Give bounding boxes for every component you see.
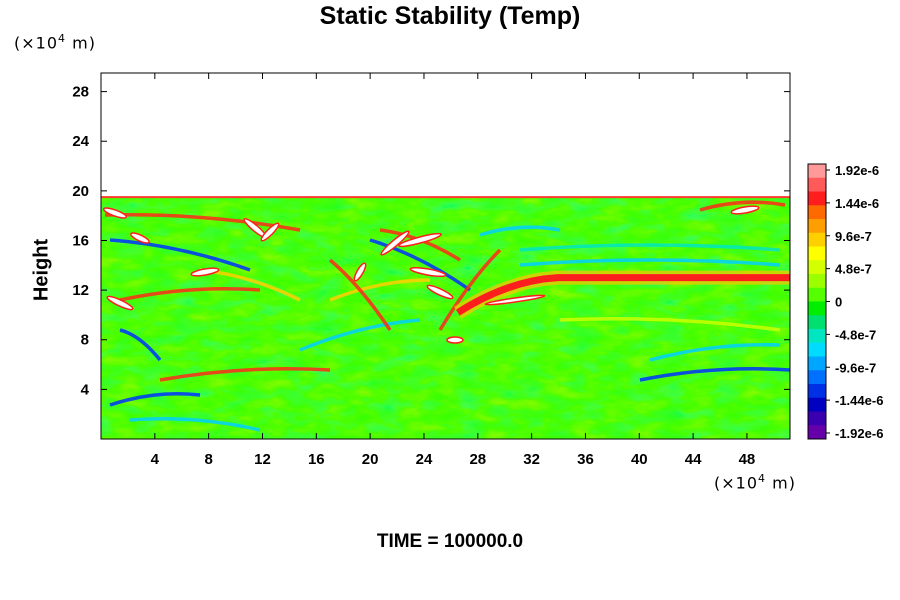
colorbar-swatch bbox=[808, 425, 826, 440]
colorbar-swatch bbox=[808, 164, 826, 179]
colorbar-swatch bbox=[808, 370, 826, 385]
x-tick-label: 16 bbox=[308, 451, 325, 468]
colorbar-label: 1.44e-6 bbox=[835, 196, 879, 211]
field-filament bbox=[649, 342, 781, 362]
colorbar-swatch bbox=[808, 287, 826, 302]
high-value-pocket bbox=[380, 230, 410, 256]
colorbar-swatch bbox=[808, 205, 826, 220]
x-tick-label: 4 bbox=[151, 451, 160, 468]
x-tick-label: 28 bbox=[469, 451, 486, 468]
y-tick-label: 12 bbox=[72, 282, 89, 299]
colorbar-label: 4.8e-7 bbox=[835, 262, 872, 277]
field-filament bbox=[438, 248, 502, 331]
high-value-pocket bbox=[353, 262, 367, 282]
colorbar-swatch bbox=[808, 315, 826, 330]
colorbar-label: -9.6e-7 bbox=[835, 360, 876, 375]
colorbar-swatch bbox=[808, 301, 826, 316]
x-tick-label: 48 bbox=[739, 451, 756, 468]
y-tick-label: 28 bbox=[72, 84, 89, 101]
x-axis-unit: (×104 m) bbox=[714, 472, 796, 493]
x-tick-label: 12 bbox=[254, 451, 271, 468]
field-filament bbox=[159, 367, 331, 382]
high-value-pocket bbox=[260, 222, 280, 242]
y-tick-label: 20 bbox=[72, 183, 89, 200]
field-filament bbox=[109, 238, 251, 272]
y-tick-label: 4 bbox=[81, 381, 90, 398]
x-tick-label: 8 bbox=[204, 451, 212, 468]
plot-frame bbox=[100, 72, 791, 440]
x-tick-label: 40 bbox=[631, 451, 648, 468]
field-filament bbox=[328, 258, 392, 331]
colorbar-swatch bbox=[808, 384, 826, 399]
colorbar-swatch bbox=[808, 274, 826, 289]
high-value-pocket bbox=[730, 205, 760, 215]
stability-layer bbox=[455, 274, 790, 316]
field-filament bbox=[119, 287, 261, 302]
colorbar-swatch bbox=[808, 329, 826, 344]
colorbar-swatch bbox=[808, 232, 826, 247]
field-filament bbox=[129, 417, 261, 432]
field-filament bbox=[519, 243, 781, 252]
field-filament bbox=[369, 238, 472, 292]
colorbar-swatch bbox=[808, 246, 826, 261]
field-filament bbox=[519, 258, 781, 267]
colorbar-label: -1.44e-6 bbox=[835, 393, 883, 408]
chart-title: Static Stability (Temp) bbox=[319, 2, 581, 30]
y-tick-label: 8 bbox=[81, 332, 89, 349]
colorbar-label: 0 bbox=[835, 295, 842, 310]
field-filament bbox=[329, 278, 431, 302]
colorbar-swatch bbox=[808, 219, 826, 234]
field-filament bbox=[119, 328, 162, 362]
x-tick-label: 36 bbox=[577, 451, 594, 468]
x-tick-label: 20 bbox=[362, 451, 379, 468]
y-tick-label: 16 bbox=[72, 232, 89, 249]
colorbar-label: -1.92e-6 bbox=[835, 426, 883, 441]
field-filament bbox=[639, 367, 790, 382]
colorbar-swatch bbox=[808, 356, 826, 371]
high-value-pocket bbox=[426, 284, 454, 300]
field-filament bbox=[559, 317, 781, 332]
high-value-pocket bbox=[106, 295, 134, 311]
high-value-pocket bbox=[446, 336, 464, 344]
x-tick-label: 32 bbox=[523, 451, 540, 468]
high-value-pocket bbox=[190, 267, 220, 277]
high-value-pocket bbox=[102, 207, 128, 219]
high-value-pocket bbox=[484, 294, 546, 306]
colorbar-swatch bbox=[808, 342, 826, 357]
colorbar-label: 1.92e-6 bbox=[835, 163, 879, 178]
high-value-pocket bbox=[130, 232, 150, 244]
time-label: TIME = 100000.0 bbox=[376, 531, 524, 552]
field-filament bbox=[299, 318, 421, 352]
x-tick-label: 44 bbox=[685, 451, 702, 468]
colorbar-swatch bbox=[808, 177, 826, 192]
colorbar-swatch bbox=[808, 397, 826, 412]
field-filament bbox=[699, 200, 786, 212]
colorbar-swatch bbox=[808, 260, 826, 275]
y-tick-label: 24 bbox=[72, 133, 89, 150]
colorbar-label: 9.6e-7 bbox=[835, 229, 872, 244]
x-tick-label: 24 bbox=[416, 451, 433, 468]
field-filament bbox=[109, 392, 201, 407]
colorbar-label: -4.8e-7 bbox=[835, 327, 876, 342]
high-value-pocket bbox=[397, 232, 443, 248]
y-axis-unit: (×104 m) bbox=[14, 32, 96, 53]
field-filament bbox=[479, 225, 561, 237]
high-value-pocket bbox=[409, 266, 447, 278]
colorbar-swatch bbox=[808, 411, 826, 426]
colorbar-swatch bbox=[808, 191, 826, 206]
